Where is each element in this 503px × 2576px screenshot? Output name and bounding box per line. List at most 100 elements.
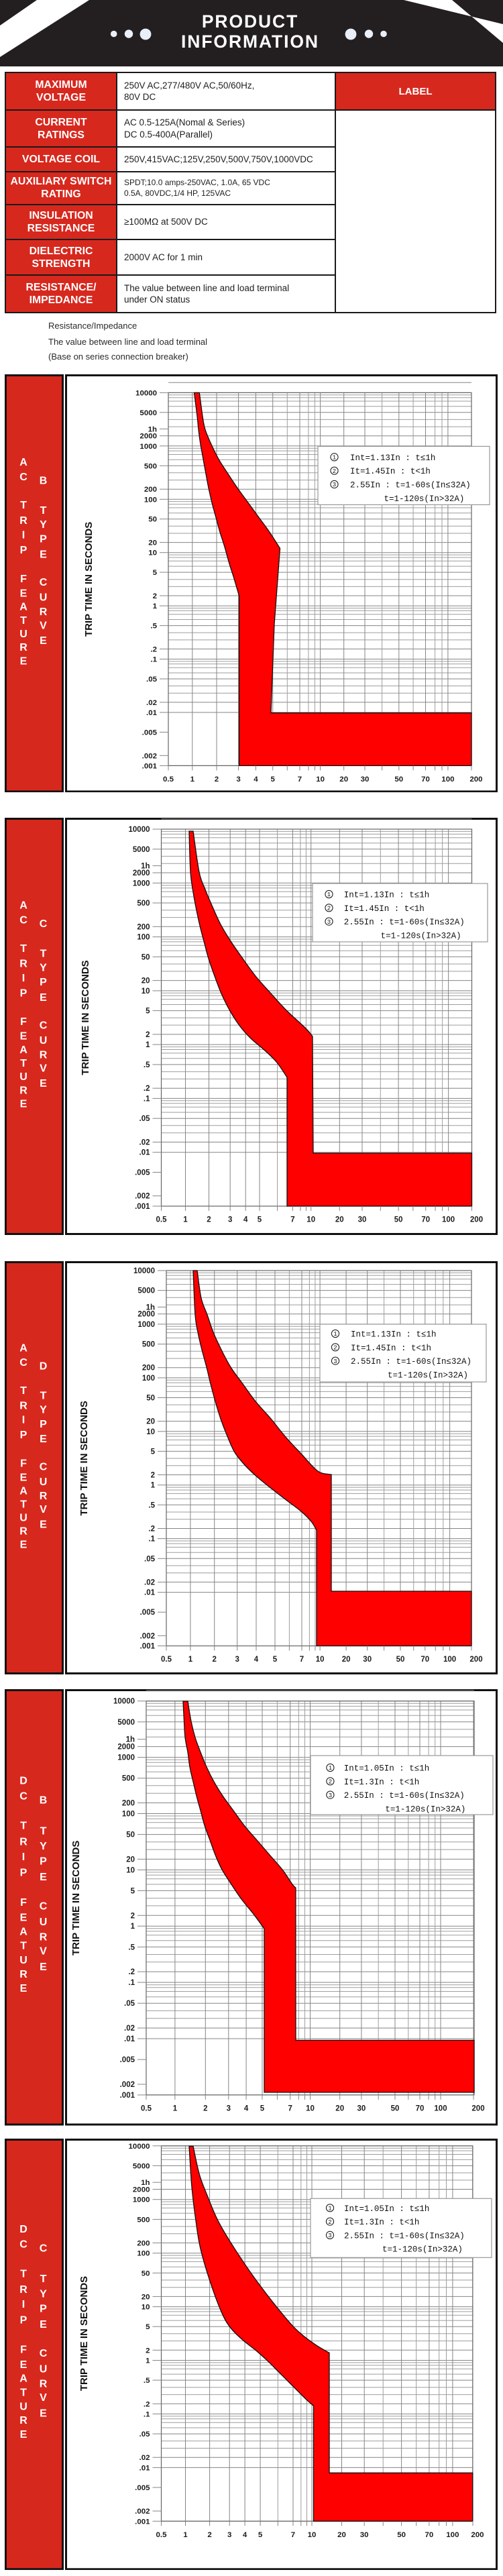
svg-text:A: A (19, 1044, 27, 1056)
svg-text:50: 50 (394, 775, 403, 783)
svg-text:E: E (40, 1872, 47, 1883)
svg-text:200: 200 (144, 486, 157, 494)
svg-text:3: 3 (328, 2233, 331, 2239)
svg-text:1: 1 (131, 1923, 135, 1931)
svg-text:100: 100 (442, 1216, 455, 1224)
svg-text:A: A (19, 1486, 27, 1497)
svg-text:C: C (40, 2348, 48, 2359)
svg-text:1: 1 (183, 1216, 188, 1224)
svg-text:A: A (19, 601, 27, 612)
svg-text:3: 3 (333, 482, 336, 488)
svg-text:A: A (19, 900, 27, 912)
svg-text:20: 20 (342, 1656, 351, 1664)
svg-text:F: F (20, 1458, 27, 1469)
svg-text:5: 5 (273, 1656, 278, 1664)
svg-text:F: F (20, 2344, 27, 2355)
svg-text:30: 30 (357, 2104, 366, 2112)
svg-text:20: 20 (142, 2293, 150, 2301)
svg-text:.001: .001 (140, 1643, 156, 1651)
svg-text:B: B (40, 475, 48, 486)
svg-text:C: C (40, 1020, 48, 1031)
svg-text:5000: 5000 (137, 1287, 155, 1295)
svg-text:R: R (19, 2284, 27, 2295)
svg-text:.2: .2 (150, 645, 157, 653)
svg-text:.002: .002 (142, 752, 157, 760)
svg-text:50: 50 (396, 1656, 405, 1664)
svg-text:E: E (20, 588, 27, 599)
svg-text:TRIP TIME IN SECONDS: TRIP TIME IN SECONDS (80, 960, 91, 1075)
svg-text:5000: 5000 (117, 1719, 135, 1727)
svg-text:2: 2 (212, 1656, 216, 1664)
svg-text:100: 100 (144, 496, 157, 504)
svg-text:F: F (20, 1016, 27, 1028)
svg-text:C: C (40, 2243, 48, 2254)
svg-text:t=1-120s(In>32A): t=1-120s(In>32A) (385, 1805, 465, 1814)
svg-text:V: V (40, 620, 47, 631)
svg-text:A: A (19, 2373, 27, 2384)
svg-text:E: E (20, 2429, 27, 2440)
svg-text:50: 50 (142, 953, 150, 961)
svg-text:T: T (20, 1058, 27, 1069)
svg-text:V: V (40, 1063, 47, 1075)
svg-text:.002: .002 (120, 2081, 135, 2089)
svg-text:0.5: 0.5 (156, 2530, 168, 2538)
svg-text:3: 3 (235, 1656, 239, 1664)
svg-text:.02: .02 (139, 2454, 150, 2462)
svg-text:70: 70 (421, 1216, 430, 1224)
svg-text:100: 100 (434, 2104, 447, 2112)
svg-text:.005: .005 (135, 2484, 150, 2492)
svg-text:2: 2 (131, 1912, 135, 1920)
svg-text:2000: 2000 (133, 869, 150, 877)
svg-text:t=1-120s(In>32A): t=1-120s(In>32A) (382, 2245, 463, 2254)
svg-text:F: F (20, 573, 27, 584)
svg-text:T: T (40, 1390, 47, 1401)
svg-text:1h: 1h (126, 1736, 135, 1744)
svg-text:500: 500 (137, 900, 150, 908)
svg-text:4: 4 (244, 2104, 249, 2112)
svg-text:.01: .01 (139, 1149, 151, 1157)
svg-text:10000: 10000 (133, 1267, 155, 1275)
svg-text:A: A (19, 456, 27, 468)
svg-text:T: T (20, 1499, 27, 1511)
svg-text:I: I (22, 529, 25, 541)
svg-text:3: 3 (333, 1358, 337, 1365)
svg-text:U: U (19, 629, 27, 640)
svg-text:.02: .02 (144, 1578, 155, 1587)
svg-text:0.5: 0.5 (156, 1216, 168, 1224)
svg-text:100: 100 (122, 1811, 135, 1819)
svg-text:A: A (19, 1927, 27, 1938)
svg-text:E: E (40, 1434, 47, 1445)
svg-text:70: 70 (421, 1656, 429, 1664)
svg-text:2000: 2000 (137, 1311, 155, 1319)
svg-text:P: P (20, 2314, 27, 2326)
svg-text:2: 2 (327, 906, 331, 912)
svg-text:U: U (40, 1477, 48, 1488)
svg-text:I: I (22, 1851, 25, 1863)
svg-text:5: 5 (151, 1448, 156, 1456)
svg-text:.05: .05 (146, 676, 158, 684)
svg-text:TRIP TIME IN SECONDS: TRIP TIME IN SECONDS (78, 2276, 90, 2391)
svg-text:D: D (40, 1361, 48, 1373)
svg-text:C: C (19, 1790, 27, 1802)
svg-text:R: R (40, 606, 48, 618)
svg-text:2: 2 (328, 2218, 331, 2225)
svg-text:T: T (20, 2387, 27, 2398)
svg-text:50: 50 (142, 2269, 150, 2277)
svg-text:T: T (40, 948, 47, 959)
svg-text:1: 1 (153, 602, 158, 610)
svg-text:.05: .05 (139, 1115, 151, 1123)
svg-text:0.5: 0.5 (141, 2104, 152, 2112)
svg-text:R: R (19, 958, 27, 969)
svg-text:2.55In : t=1-60s(In≤32A): 2.55In : t=1-60s(In≤32A) (344, 2231, 465, 2241)
svg-text:5: 5 (153, 569, 158, 577)
svg-text:.001: .001 (135, 2518, 150, 2526)
svg-text:2: 2 (203, 2104, 207, 2112)
svg-text:10: 10 (126, 1866, 135, 1874)
svg-text:P: P (40, 533, 47, 545)
svg-text:U: U (19, 1955, 27, 1966)
svg-text:70: 70 (416, 2104, 425, 2112)
svg-text:3: 3 (236, 775, 240, 783)
svg-text:50: 50 (391, 2104, 400, 2112)
svg-text:10: 10 (146, 1428, 155, 1436)
svg-text:.1: .1 (150, 655, 157, 663)
